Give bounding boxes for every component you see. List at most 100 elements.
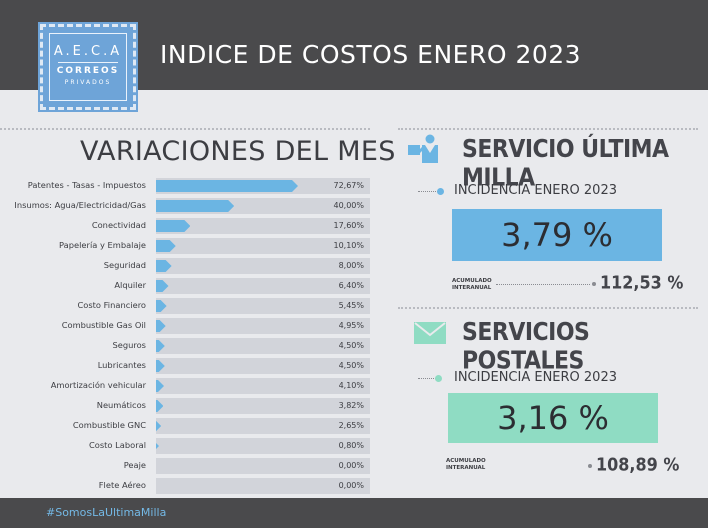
bar-track: 8,00% [156,258,370,274]
chart-row: Amortización vehicular 4,10% [0,376,380,396]
ultima-milla-inc-value: 3,79 % [452,209,662,261]
page-title: INDICE DE COSTOS ENERO 2023 [160,40,582,69]
aeca-logo: A.E.C.A CORREOS PRIVADOS [40,24,136,110]
bar-track: 4,50% [156,358,370,374]
chart-row: Peaje 0,00% [0,456,380,476]
ultima-milla-inc-leader [418,191,438,192]
category-label: Neumáticos [96,400,146,410]
bar-track: 4,10% [156,378,370,394]
postales-acum-label-2: INTERANUAL [446,465,486,471]
category-label: Costo Financiero [77,300,146,310]
footer-bar: #SomosLaUltimaMilla [0,498,708,528]
value-bar [156,200,234,212]
postales-acum-value: 108,89 % [596,454,680,475]
ultima-milla-acum-label: ACUMULADO INTERANUAL [452,278,492,292]
value-label: 4,10% [338,381,364,390]
bar-track: 17,60% [156,218,370,234]
ultima-milla-acum-dot [592,282,596,286]
value-bar [156,180,298,192]
value-bar [156,300,167,312]
postales-inc-value: 3,16 % [448,393,658,443]
logo-line-1: A.E.C.A [53,44,123,59]
chart-title: VARIACIONES DEL MES [80,136,396,167]
category-label: Combustible Gas Oil [61,320,146,330]
value-label: 72,67% [333,181,364,190]
bar-track: 4,95% [156,318,370,334]
value-label: 0,00% [338,461,364,470]
category-label: Conectividad [91,220,146,230]
value-label: 2,65% [338,421,364,430]
chart-row: Conectividad 17,60% [0,216,380,236]
logo-line-2: CORREOS [56,66,120,76]
value-label: 4,95% [338,321,364,330]
category-label: Peaje [123,460,146,470]
delivery-person-icon [408,134,438,163]
bar-track: 10,10% [156,238,370,254]
bar-track: 3,82% [156,398,370,414]
value-bar [156,220,190,232]
ultima-milla-inc-label: INCIDENCIA ENERO 2023 [454,183,617,198]
bar-track: 6,40% [156,278,370,294]
category-label: Seguridad [103,260,146,270]
bar-track: 40,00% [156,198,370,214]
right-top-divider [398,128,698,130]
category-label: Combustible GNC [72,420,146,430]
value-bar [156,320,166,332]
bar-track: 0,00% [156,458,370,474]
value-bar [156,380,164,392]
postales-title: SERVICIOS POSTALES [462,318,590,376]
category-label: Costo Laboral [88,440,146,450]
value-label: 17,60% [333,221,364,230]
logo-rule [58,62,118,63]
category-label: Amortización vehicular [50,380,146,390]
chart-row: Neumáticos 3,82% [0,396,380,416]
category-label: Seguros [112,340,146,350]
chart-row: Combustible GNC 2,65% [0,416,380,436]
bar-track: 0,00% [156,478,370,494]
value-label: 4,50% [338,341,364,350]
right-middle-divider [398,307,698,309]
logo-frame: A.E.C.A CORREOS PRIVADOS [49,33,127,101]
value-label: 10,10% [333,241,364,250]
value-label: 6,40% [338,281,364,290]
chart-row: Seguros 4,50% [0,336,380,356]
value-label: 8,00% [338,261,364,270]
logo-line-3: PRIVADOS [64,79,112,86]
category-label: Lubricantes [97,360,146,370]
value-bar [156,420,161,432]
postales-acum-label-1: ACUMULADO [446,458,486,464]
ultima-milla-acum-label-1: ACUMULADO [452,278,492,284]
chart-row: Combustible Gas Oil 4,95% [0,316,380,336]
category-label: Insumos: Agua/Electricidad/Gas [14,200,146,210]
postales-inc-leader [418,378,438,379]
postales-acum-label: ACUMULADO INTERANUAL [446,458,486,472]
category-label: Papelería y Embalaje [59,240,146,250]
chart-row: Patentes - Tasas - Impuestos 72,67% [0,176,380,196]
category-label: Flete Aéreo [98,480,146,490]
chart-row: Lubricantes 4,50% [0,356,380,376]
bar-track: 72,67% [156,178,370,194]
chart-row: Flete Aéreo 0,00% [0,476,380,496]
value-bar [156,440,159,452]
left-top-divider [0,128,370,130]
postales-inc-dot [435,375,442,382]
bar-track: 0,80% [156,438,370,454]
value-label: 0,80% [338,441,364,450]
footer-hashtag: #SomosLaUltimaMilla [46,506,167,519]
chart-row: Alquiler 6,40% [0,276,380,296]
chart-row: Papelería y Embalaje 10,10% [0,236,380,256]
ultima-milla-acum-value: 112,53 % [600,272,684,293]
value-bar [156,400,163,412]
chart-row: Seguridad 8,00% [0,256,380,276]
postales-inc-label: INCIDENCIA ENERO 2023 [454,370,617,385]
value-label: 40,00% [333,201,364,210]
chart-row: Insumos: Agua/Electricidad/Gas 40,00% [0,196,380,216]
value-label: 4,50% [338,361,364,370]
ultima-milla-inc-dot [437,188,444,195]
category-label: Patentes - Tasas - Impuestos [27,180,146,190]
bar-track: 2,65% [156,418,370,434]
ultima-milla-title: SERVICIO ÚLTIMA MILLA [462,135,669,193]
chart-row: Costo Laboral 0,80% [0,436,380,456]
bar-track: 4,50% [156,338,370,354]
value-label: 5,45% [338,301,364,310]
